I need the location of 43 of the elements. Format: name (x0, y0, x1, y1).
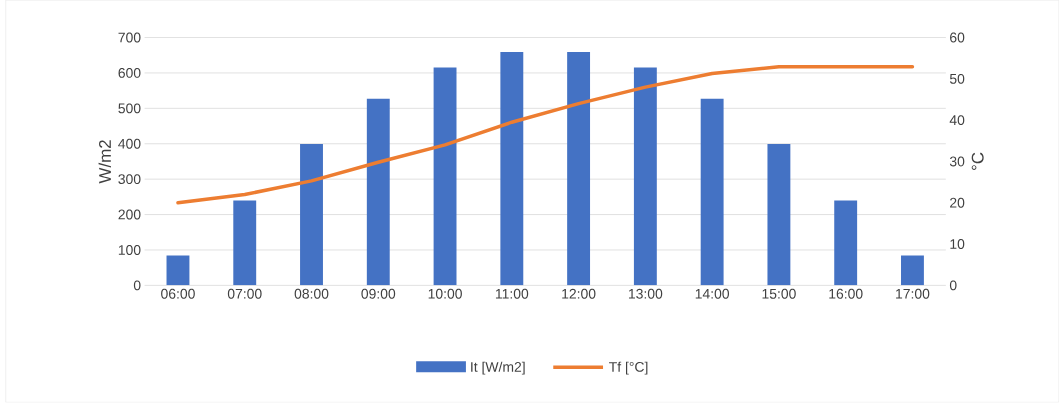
y2-axis-title: °C (971, 152, 984, 171)
y-tick-label: 500 (118, 103, 141, 114)
x-tick-label: 17:00 (896, 289, 930, 299)
x-tick-label: 07:00 (227, 289, 262, 299)
y-tick-label: 200 (118, 209, 141, 220)
y2-tick-label: 40 (949, 115, 965, 126)
y-tick-label: 400 (118, 139, 141, 149)
x-tick-label: 06:00 (161, 289, 195, 299)
y2-tick-label: 0 (949, 280, 957, 291)
x-tick-label: 11:00 (495, 289, 529, 299)
bar (633, 67, 657, 286)
bar (700, 99, 724, 286)
bar (500, 52, 524, 286)
bar (767, 144, 791, 286)
bar (300, 144, 323, 286)
bar (901, 255, 924, 286)
y2-tick-label: 50 (949, 74, 965, 84)
y-axis-title: W/m2 (98, 140, 111, 184)
bar (366, 99, 390, 286)
y-tick-label: 300 (118, 174, 141, 185)
y-tick-label: 0 (133, 280, 141, 291)
bar (233, 200, 257, 286)
x-tick-label: 12:00 (562, 289, 596, 299)
y-tick-label: 600 (118, 68, 141, 79)
y-tick-label: 100 (118, 245, 141, 256)
y2-tick-label: 20 (950, 198, 965, 208)
x-tick-label: 16:00 (829, 289, 863, 299)
bar (166, 255, 190, 286)
y-tick-label: 700 (118, 32, 141, 43)
legend-label: It [W/m2] (471, 361, 525, 375)
x-tick-label: 13:00 (628, 289, 663, 299)
y2-tick-label: 10 (950, 239, 965, 250)
legend-label: Tf [°C] (609, 361, 648, 375)
y2-tick-label: 60 (950, 32, 965, 43)
bar (834, 200, 858, 286)
bar (567, 52, 591, 286)
x-tick-label: 15:00 (762, 289, 796, 299)
x-tick-label: 14:00 (695, 289, 730, 299)
x-tick-label: 10:00 (428, 289, 462, 299)
y2-tick-label: 30 (949, 156, 965, 167)
x-tick-label: 09:00 (361, 289, 396, 299)
x-tick-label: 08:00 (294, 289, 329, 299)
bar (433, 67, 457, 286)
